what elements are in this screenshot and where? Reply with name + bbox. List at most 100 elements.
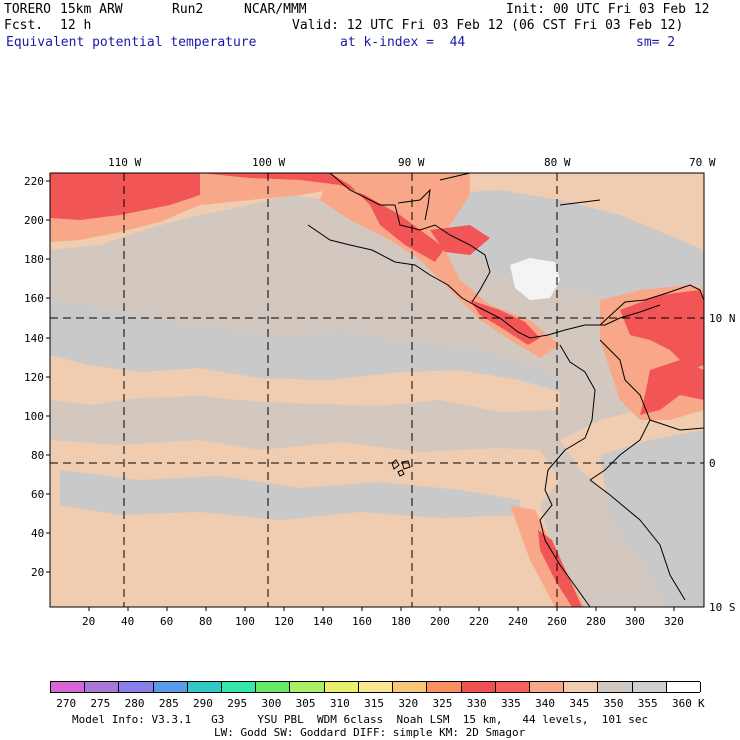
colorbar-label: 285 (158, 697, 179, 710)
colorbar-swatch (187, 682, 223, 692)
x-tick-280: 280 (586, 615, 606, 628)
colorbar-swatch (85, 682, 120, 692)
run-label: Run2 (172, 2, 204, 17)
lon-label-70w: 70 W (689, 156, 716, 169)
colorbar-swatch (529, 682, 565, 692)
x-tick-240: 240 (508, 615, 528, 628)
field-gray-ocean-west (50, 300, 560, 392)
colorbar-label: 320 (398, 697, 419, 710)
x-tick-100: 100 (235, 615, 255, 628)
coast-yucatan (397, 188, 431, 221)
y-tick-20: 20 (31, 566, 44, 579)
cuba (439, 172, 601, 206)
x-tick-80: 80 (199, 615, 212, 628)
lon-label-100w: 100 W (252, 156, 285, 169)
y-tick-140: 140 (24, 332, 44, 345)
tick-marks (46, 180, 675, 611)
map-field (50, 173, 704, 607)
colorbar-label: 270 (56, 697, 77, 710)
colorbar-swatch (598, 682, 633, 692)
colorbar-label: 360 (672, 697, 692, 710)
lat-label-0: 0 (709, 457, 716, 470)
x-tick-220: 220 (469, 615, 489, 628)
x-tick-180: 180 (391, 615, 411, 628)
y-tick-160: 160 (24, 292, 44, 305)
colorbar-swatch (358, 682, 394, 692)
border-peru (589, 479, 686, 601)
colorbar-label: 290 (193, 697, 213, 710)
valid-time: Valid: 12 UTC Fri 03 Feb 12 (06 CST Fri … (292, 18, 684, 33)
colorbar-label: 305 (295, 697, 316, 710)
colorbar-label: 335 (500, 697, 521, 710)
y-tick-200: 200 (24, 214, 44, 227)
colorbar-label: 350 (603, 697, 624, 710)
x-tick-120: 120 (274, 615, 294, 628)
colorbar-swatch (256, 682, 291, 692)
galapagos-3 (397, 469, 405, 477)
forecast-value: 12 h (60, 18, 92, 33)
colorbar-swatch (290, 682, 325, 692)
x-tick-160: 160 (352, 615, 372, 628)
x-tick-40: 40 (121, 615, 134, 628)
colorbar-label: 325 (432, 697, 453, 710)
smoothing-label: sm= 2 (636, 35, 676, 50)
coast-caribbean (329, 172, 491, 303)
colorbar-unit: K (698, 697, 705, 710)
colorbar-swatch (427, 682, 462, 692)
coast-venezuela (599, 284, 705, 326)
colorbar-label: 275 (90, 697, 111, 710)
model-info: Model Info: V3.3.1 G3 YSU PBL WDM 6class… (72, 713, 649, 726)
axis-labels: 110 W 100 W 90 W 80 W 70 W 10 N 0 10 S 2… (24, 156, 736, 628)
lat-label-10n: 10 N (709, 312, 736, 325)
y-tick-40: 40 (31, 527, 44, 540)
colorbar-swatch (461, 682, 496, 692)
coast-central-america (307, 224, 661, 339)
y-tick-180: 180 (24, 253, 44, 266)
field-white-patch (510, 258, 560, 300)
coast-south-america-west (539, 344, 596, 608)
lat-label-10s: 10 S (709, 601, 736, 614)
field-peach-band-mid (50, 355, 560, 412)
y-tick-220: 220 (24, 175, 44, 188)
y-tick-120: 120 (24, 371, 44, 384)
colorbar-label: 315 (364, 697, 384, 710)
colorbar-swatch (632, 682, 667, 692)
galapagos-2 (401, 460, 411, 470)
colorbar-swatch (666, 682, 701, 692)
x-tick-320: 320 (664, 615, 684, 628)
field-red-northwest (50, 173, 200, 220)
lon-label-110w: 110 W (108, 156, 141, 169)
x-tick-300: 300 (625, 615, 645, 628)
colorbar (50, 681, 701, 693)
galapagos-1 (391, 459, 400, 470)
colorbar-label: 295 (227, 697, 248, 710)
level-label: at k-index = 44 (340, 35, 466, 50)
colorbar-label: 330 (466, 697, 487, 710)
x-tick-260: 260 (547, 615, 567, 628)
colorbar-label: 345 (569, 697, 590, 710)
x-tick-140: 140 (313, 615, 333, 628)
lon-label-90w: 90 W (398, 156, 425, 169)
lon-label-80w: 80 W (544, 156, 571, 169)
y-tick-60: 60 (31, 488, 44, 501)
colorbar-label: 300 (261, 697, 282, 710)
graticule (50, 173, 704, 607)
map-frame (49, 172, 705, 608)
colorbar-swatch (495, 682, 530, 692)
field-peach-south (50, 440, 575, 607)
colorbar-swatch (222, 682, 257, 692)
colorbar-swatch (393, 682, 428, 692)
field-red-venezuela (620, 290, 704, 370)
field-title: Equivalent potential temperature (6, 35, 257, 50)
model-name: TORERO (4, 2, 51, 17)
field-gray-equator (60, 470, 520, 520)
colorbar-swatch (119, 682, 154, 692)
field-red-orinoco (640, 360, 704, 415)
border-brazil (649, 419, 705, 431)
field-red-mexico (200, 173, 445, 262)
colorbar-label: 355 (637, 697, 658, 710)
field-gray-amazon (600, 430, 704, 607)
x-tick-60: 60 (160, 615, 173, 628)
init-time: Init: 00 UTC Fri 03 Feb 12 (506, 2, 710, 17)
